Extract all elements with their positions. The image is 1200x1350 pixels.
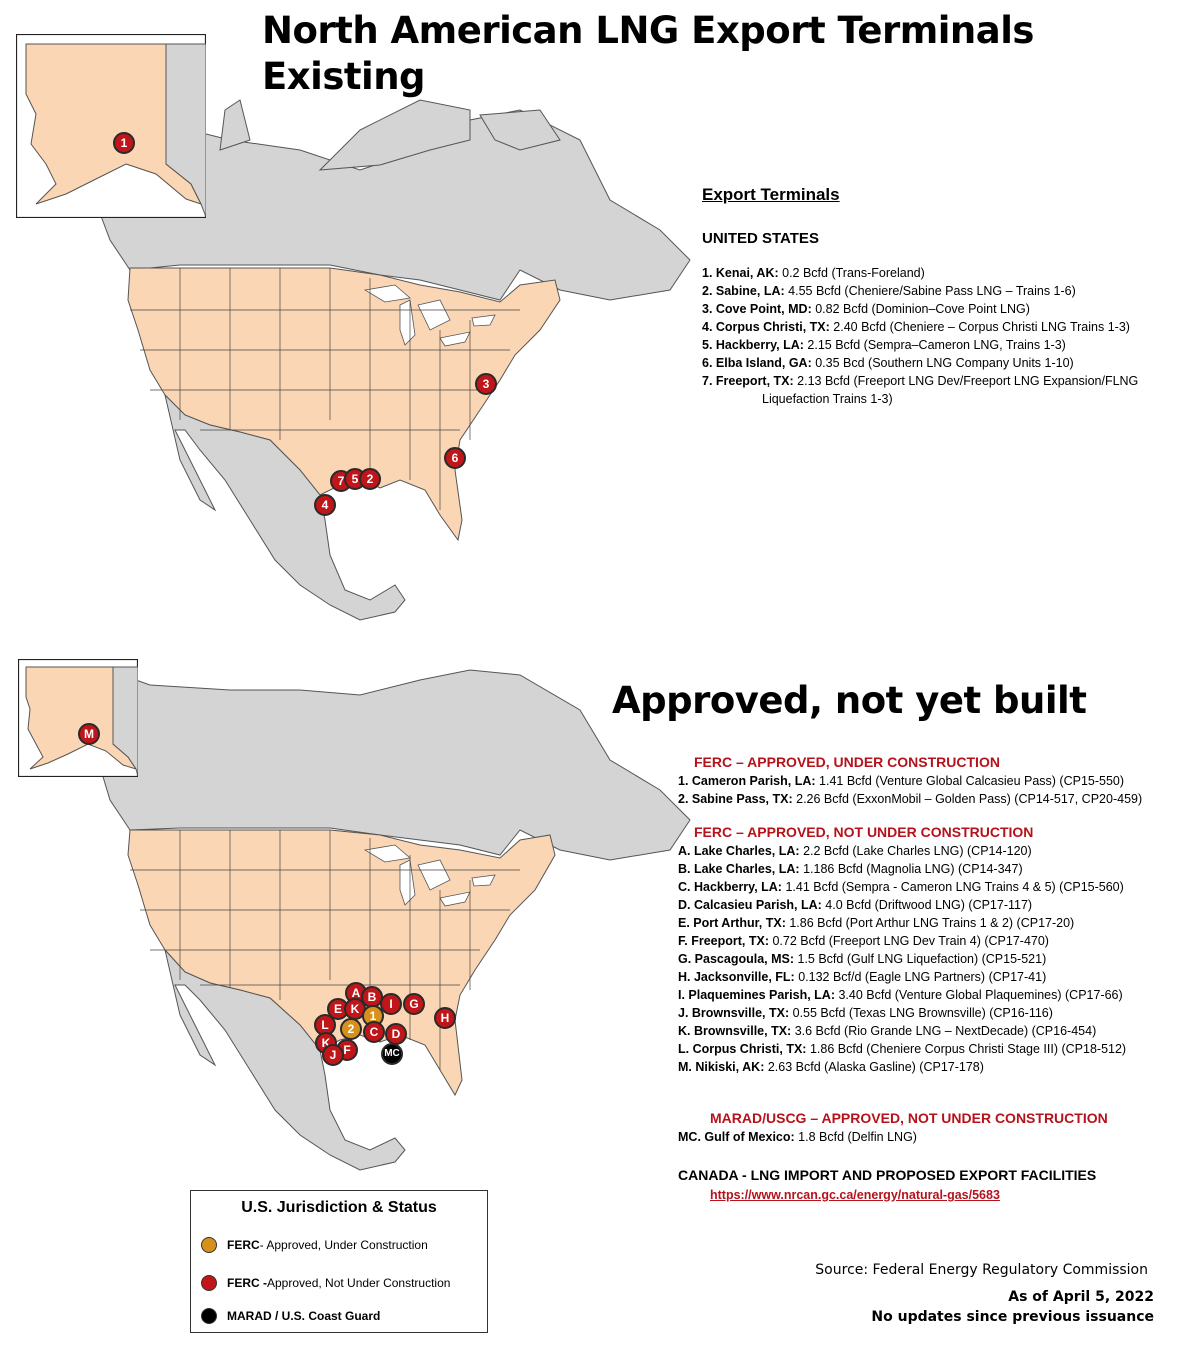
black-dot-icon [201,1308,217,1324]
list-item: 3. Cove Point, MD: 0.82 Bcfd (Dominion–C… [702,302,1030,316]
under-construction-heading: FERC – APPROVED, UNDER CONSTRUCTION [694,754,1000,770]
list-item: MC. Gulf of Mexico: 1.8 Bcfd (Delfin LNG… [678,1130,917,1144]
marker-approved[interactable]: J [322,1044,344,1066]
approved-terminals-map [94,669,691,1171]
export-terminals-heading: Export Terminals [702,185,840,204]
canada-heading: CANADA - LNG IMPORT AND PROPOSED EXPORT … [678,1167,1097,1183]
list-item: D. Calcasieu Parish, LA: 4.0 Bcfd (Drift… [678,898,1033,912]
existing-terminals-list: Export Terminals UNITED STATES 1. Kenai,… [702,184,1192,408]
legend-item: FERC - Approved, Not Under Construction [201,1275,450,1291]
list-item: 2. Sabine, LA: 4.55 Bcfd (Cheniere/Sabin… [702,284,1076,298]
existing-terminals-map [94,99,691,621]
list-item: 5. Hackberry, LA: 2.15 Bcfd (Sempra–Came… [702,338,1066,352]
list-item: B. Lake Charles, LA: 1.186 Bcfd (Magnoli… [678,862,1023,876]
jurisdiction-legend: U.S. Jurisdiction & Status FERC - Approv… [190,1190,488,1333]
marker-existing[interactable]: 6 [444,447,466,469]
canada-link[interactable]: https://www.nrcan.gc.ca/energy/natural-g… [710,1188,1000,1202]
list-item: H. Jacksonville, FL: 0.132 Bcf/d (Eagle … [678,970,1047,984]
alaska-inset-approved [18,659,138,777]
list-item: 2. Sabine Pass, TX: 2.26 Bcfd (ExxonMobi… [678,792,1143,806]
list-item: J. Brownsville, TX: 0.55 Bcfd (Texas LNG… [678,1006,1053,1020]
list-item-continued: Liquefaction Trains 1-3) [762,392,893,406]
jurisdiction-title: U.S. Jurisdiction & Status [241,1199,437,1216]
approved-section-title: Approved, not yet built [612,679,1087,722]
list-item: F. Freeport, TX: 0.72 Bcfd (Freeport LNG… [678,934,1049,948]
list-item: 6. Elba Island, GA: 0.35 Bcd (Southern L… [702,356,1074,370]
list-item: M. Nikiski, AK: 2.63 Bcfd (Alaska Gaslin… [678,1060,984,1074]
list-item: 1. Kenai, AK: 0.2 Bcfd (Trans-Foreland) [702,266,925,280]
list-item: 7. Freeport, TX: 2.13 Bcfd (Freeport LNG… [702,374,1139,388]
canada-region [94,109,691,301]
source-note: Source: Federal Energy Regulatory Commis… [815,1262,1148,1278]
marker-approved[interactable]: C [363,1021,385,1043]
marker-approved[interactable]: I [380,993,402,1015]
orange-dot-icon [201,1237,217,1253]
update-note: No updates since previous issuance [871,1309,1154,1325]
mexico-region [164,393,406,621]
marker-approved[interactable]: D [385,1023,407,1045]
alaska-inset-existing [16,34,206,218]
list-item: 4. Corpus Christi, TX: 2.40 Bcfd (Chenie… [702,320,1130,334]
list-item: A. Lake Charles, LA: 2.2 Bcfd (Lake Char… [678,844,1032,858]
marker-existing[interactable]: 3 [475,373,497,395]
red-dot-icon [201,1275,217,1291]
legend-item: FERC - Approved, Under Construction [201,1237,428,1253]
marker-existing[interactable]: 4 [314,494,336,516]
list-item: L. Corpus Christi, TX: 1.86 Bcfd (Chenie… [678,1042,1127,1056]
marker-approved[interactable]: MC [381,1043,403,1065]
legend-item: MARAD / U.S. Coast Guard [201,1308,380,1324]
marad-heading: MARAD/USCG – APPROVED, NOT UNDER CONSTRU… [710,1110,1108,1126]
as-of-date: As of April 5, 2022 [1008,1289,1154,1305]
approved-terminals-list: FERC – APPROVED, UNDER CONSTRUCTION 1. C… [678,752,1193,1204]
map-title: North American LNG Export Terminals Exis… [262,9,1034,98]
list-item: E. Port Arthur, TX: 1.86 Bcfd (Port Arth… [678,916,1075,930]
country-heading: UNITED STATES [702,230,819,247]
arctic-islands [318,99,471,171]
marker-approved[interactable]: M [78,723,100,745]
list-item: G. Pascagoula, MS: 1.5 Bcfd (Gulf LNG Li… [678,952,1047,966]
list-item: C. Hackberry, LA: 1.41 Bcfd (Sempra - Ca… [678,880,1124,894]
marker-approved[interactable]: H [434,1007,456,1029]
marker-approved[interactable]: E [327,998,349,1020]
marker-existing[interactable]: 2 [359,468,381,490]
marker-existing[interactable]: 1 [113,132,135,154]
list-item: 1. Cameron Parish, LA: 1.41 Bcfd (Ventur… [678,774,1125,788]
marker-approved[interactable]: 2 [340,1018,362,1040]
list-item: I. Plaquemines Parish, LA: 3.40 Bcfd (Ve… [678,988,1123,1002]
not-under-construction-heading: FERC – APPROVED, NOT UNDER CONSTRUCTION [694,824,1034,840]
us-region [127,267,561,542]
as-of-note: As of April 5, 2022 No updates since pre… [871,1287,1154,1327]
marker-approved[interactable]: G [403,993,425,1015]
list-item: K. Brownsville, TX: 3.6 Bcfd (Rio Grande… [678,1024,1097,1038]
